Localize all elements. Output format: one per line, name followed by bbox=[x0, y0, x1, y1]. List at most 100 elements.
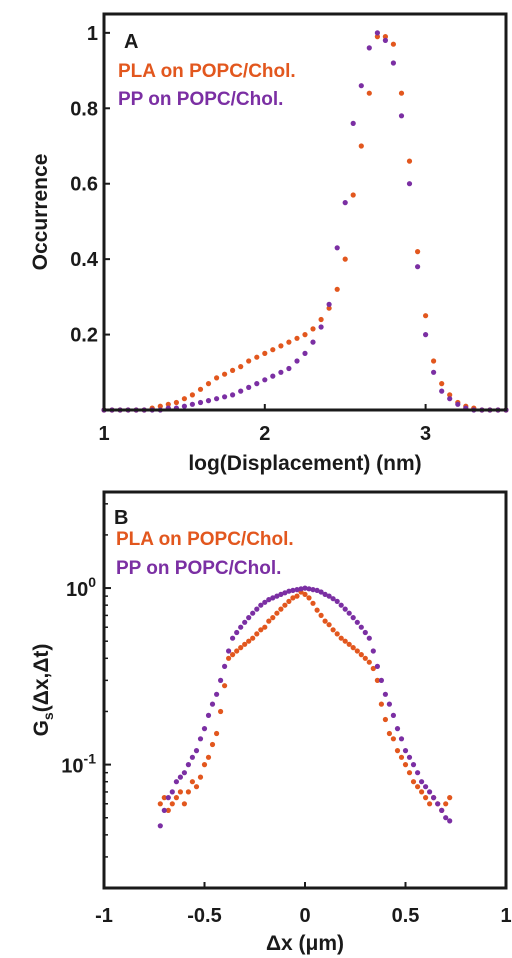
panel-a-series-2-point bbox=[342, 200, 348, 206]
panel-b-series-2-point bbox=[294, 587, 300, 593]
panel-b-series-1-point bbox=[382, 716, 388, 723]
panel-b-series-2-point bbox=[205, 712, 212, 719]
panel-a-legend-pp: PP on POPC/Chol. bbox=[118, 89, 283, 110]
panel-a-series-1-point bbox=[294, 335, 300, 341]
panel-a-series-1-point bbox=[366, 90, 372, 96]
panel-b-series-2-point bbox=[410, 762, 417, 768]
panel-b-series-1-point bbox=[181, 801, 187, 807]
panel-a-series-1-point bbox=[310, 326, 316, 332]
panel-a-series-1-point bbox=[326, 305, 332, 311]
panel-b-series-1-point bbox=[358, 652, 364, 658]
panel-b-series-1-point bbox=[302, 591, 308, 598]
panel-b-series-1-point bbox=[258, 627, 264, 633]
panel-b-series-2-point bbox=[250, 610, 256, 616]
panel-b-series-1-point bbox=[398, 754, 405, 760]
panel-b-x-tick-label: 0.5 bbox=[392, 905, 420, 927]
panel-b-series-2-point bbox=[431, 795, 437, 801]
panel-b-series-1-point bbox=[294, 593, 300, 599]
panel-a-series-2-point bbox=[358, 83, 364, 89]
panel-b-series-2-point bbox=[374, 663, 380, 670]
panel-b-series-1-point bbox=[366, 659, 372, 665]
panel-b-series-2-point bbox=[350, 615, 356, 621]
panel-b-series-2-point bbox=[298, 586, 304, 592]
panel-b-series-2-point bbox=[443, 815, 449, 821]
panel-b-series-2-point bbox=[177, 774, 183, 780]
panel-b-series-2-point bbox=[290, 587, 296, 594]
panel-a-y-tick-label: 0.6 bbox=[70, 174, 98, 196]
panel-b-series-2-point bbox=[230, 635, 236, 641]
panel-b-series-1-point bbox=[185, 789, 191, 795]
panel-b-series-2-point bbox=[282, 590, 288, 596]
panel-a-series-2-point bbox=[286, 365, 292, 372]
panel-a-series-2-point bbox=[447, 396, 453, 402]
panel-b-series-2-point bbox=[398, 736, 405, 742]
panel-a-x-tick-label: 1 bbox=[98, 423, 109, 445]
panel-a-series-2-point bbox=[238, 388, 244, 394]
panel-a-series-2-point bbox=[262, 377, 268, 383]
panel-b-series-1-point bbox=[214, 730, 220, 737]
panel-b-series-2-point bbox=[181, 770, 187, 776]
panel-a-series-1-point bbox=[222, 371, 228, 377]
panel-b-series-1-point bbox=[226, 655, 232, 661]
panel-b-markers bbox=[157, 585, 453, 829]
panel-b-series-1-point bbox=[189, 779, 195, 785]
panel-b-series-2-point bbox=[346, 610, 352, 616]
panel-b-y-tick-label: 100 bbox=[66, 574, 96, 601]
panel-b-series-1-point bbox=[218, 708, 224, 715]
panel-b-series-2-point bbox=[218, 677, 224, 684]
panel-b-series-1-point bbox=[306, 595, 312, 601]
panel-a-axes-box bbox=[102, 12, 508, 412]
panel-b-series-1-point bbox=[419, 789, 425, 795]
panel-a-series-1-point bbox=[382, 34, 388, 40]
panel-b-series-2-point bbox=[427, 789, 433, 795]
panel-a-y-tick-label: 1 bbox=[87, 23, 98, 45]
panel-b-series-2-point bbox=[310, 587, 316, 593]
panel-a-series-1-point bbox=[165, 401, 171, 407]
panel-b-series-1-point bbox=[173, 795, 179, 801]
panel-b-series-1-point bbox=[286, 598, 292, 605]
panel-b-series-1-point bbox=[378, 701, 384, 707]
panel-a-markers bbox=[101, 30, 509, 413]
panel-b-series-1-point bbox=[334, 631, 340, 637]
panel-a-series-2-point bbox=[230, 392, 236, 398]
panel-b-series-1-point bbox=[161, 795, 167, 801]
panel-b-series-1-point bbox=[346, 641, 352, 647]
panel-b-series-2-point bbox=[406, 754, 413, 760]
panel-b-series-1-point bbox=[390, 736, 396, 742]
panel-b-series-2-point bbox=[370, 648, 376, 654]
panel-b-series-2-point bbox=[209, 701, 216, 707]
panel-b-series-1-point bbox=[230, 652, 236, 658]
panel-a-series-1-point bbox=[173, 399, 179, 406]
panel-a-series-1-point bbox=[286, 339, 292, 345]
panel-b-series-1-point bbox=[350, 645, 356, 651]
panel-b-series-2-point bbox=[362, 629, 368, 636]
panel-b-y-tick-label: 10-1 bbox=[61, 751, 96, 778]
panel-b-series-2-point bbox=[234, 629, 240, 636]
panel-a-series-2-point bbox=[254, 381, 260, 387]
panel-a-series-2-point bbox=[398, 113, 405, 119]
panel-b-series-2-point bbox=[378, 677, 384, 684]
panel-a-series-2-point bbox=[310, 339, 316, 345]
panel-b-series-2-point bbox=[193, 748, 200, 754]
panel-b-series-1-point bbox=[415, 784, 421, 790]
panel-b-series-2-point bbox=[165, 795, 171, 801]
panel-a-label: A bbox=[124, 31, 138, 53]
panel-a-series-1-point bbox=[447, 392, 453, 398]
panel-b-series-1-point bbox=[370, 665, 376, 672]
panel-b-series-1-point bbox=[386, 730, 392, 737]
panel-b-series-1-point bbox=[165, 807, 171, 814]
panel-b-series-2-point bbox=[439, 807, 445, 814]
panel-b-series-2-point bbox=[342, 606, 348, 612]
panel-a-series-2-point bbox=[246, 384, 252, 390]
panel-a-series-1-point bbox=[302, 332, 308, 338]
panel-b-series-2-point bbox=[419, 779, 425, 785]
panel-a-series-1-point bbox=[398, 90, 405, 96]
panel-a-series-2-point bbox=[189, 401, 195, 407]
panel-b-series-1-point bbox=[322, 618, 328, 624]
panel-a-series-1-point bbox=[415, 249, 421, 255]
panel-a-series-2-point bbox=[350, 120, 356, 126]
panel-a-series-1-point bbox=[246, 358, 252, 364]
panel-a-series-1-point bbox=[181, 396, 187, 402]
panel-a-y-tick-label: 0.4 bbox=[70, 249, 99, 271]
panel-a-series-2-point bbox=[390, 60, 396, 66]
